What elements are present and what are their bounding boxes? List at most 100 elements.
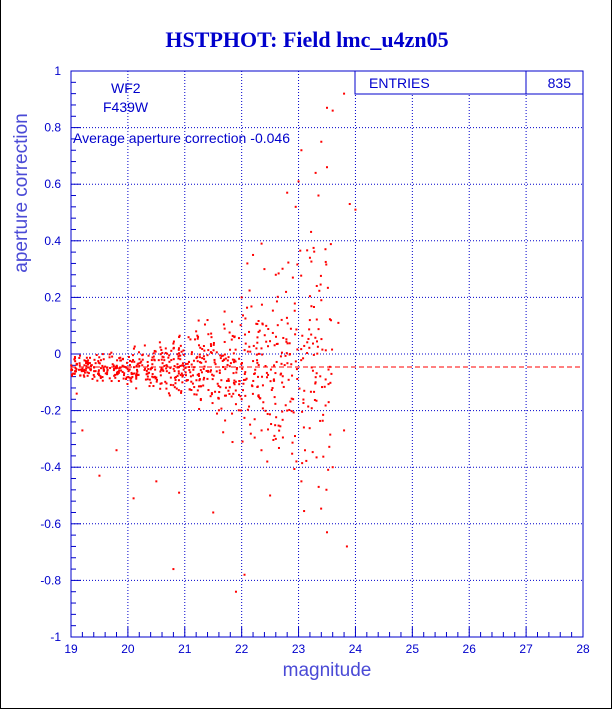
data-point — [271, 331, 274, 334]
data-point — [298, 387, 301, 390]
data-point — [286, 342, 289, 345]
data-point — [146, 360, 149, 363]
data-point — [251, 392, 254, 395]
data-point — [144, 378, 147, 381]
data-point — [70, 364, 73, 367]
data-point — [151, 375, 154, 378]
data-point — [302, 398, 305, 401]
data-point — [252, 344, 255, 347]
data-point — [293, 467, 296, 470]
data-point — [302, 401, 305, 404]
data-point — [234, 403, 237, 406]
data-point — [198, 407, 201, 410]
data-point — [337, 321, 340, 324]
data-point — [300, 274, 303, 277]
data-point — [261, 384, 264, 387]
data-point — [89, 368, 92, 371]
data-point — [259, 397, 262, 400]
data-point — [151, 356, 154, 359]
data-point — [153, 375, 156, 378]
data-point — [202, 384, 205, 387]
data-point — [266, 412, 269, 415]
data-point — [307, 337, 310, 340]
data-point — [197, 385, 200, 388]
data-point — [220, 407, 223, 410]
data-point — [218, 391, 221, 394]
data-point — [80, 370, 83, 373]
data-point — [108, 377, 111, 380]
data-point — [209, 395, 212, 398]
data-point — [73, 358, 76, 361]
data-point — [230, 320, 233, 323]
data-point — [307, 405, 310, 408]
data-point — [115, 449, 118, 452]
data-point — [249, 432, 252, 435]
data-point — [190, 389, 193, 392]
data-point — [121, 357, 124, 360]
data-point — [261, 353, 264, 356]
data-point — [101, 353, 104, 356]
data-point — [282, 385, 285, 388]
data-point — [326, 286, 329, 289]
data-point — [172, 384, 175, 387]
data-point — [87, 359, 90, 362]
data-point — [244, 317, 247, 320]
data-point — [269, 380, 272, 383]
data-point — [315, 399, 318, 402]
data-point — [237, 393, 240, 396]
data-point — [234, 380, 237, 383]
data-point — [177, 366, 180, 369]
data-point — [303, 344, 306, 347]
data-point — [251, 385, 254, 388]
data-point — [88, 356, 91, 359]
data-point — [283, 364, 286, 367]
data-point — [270, 423, 273, 426]
data-point — [257, 330, 260, 333]
data-point — [314, 382, 317, 385]
data-point — [133, 345, 136, 348]
data-point — [281, 381, 284, 384]
data-point — [179, 344, 182, 347]
data-point — [294, 333, 297, 336]
data-point — [170, 359, 173, 362]
data-point — [321, 419, 324, 422]
data-point — [199, 369, 202, 372]
data-point — [216, 412, 219, 415]
data-point — [323, 385, 326, 388]
data-point — [210, 352, 213, 355]
data-point — [330, 372, 333, 375]
data-point — [234, 590, 237, 593]
y-tick-label: -0.2 — [40, 404, 61, 418]
data-point — [132, 347, 135, 350]
data-point — [239, 395, 242, 398]
data-point — [330, 319, 333, 322]
data-point — [147, 354, 150, 357]
data-point — [176, 363, 179, 366]
data-point — [299, 249, 302, 252]
data-point — [151, 363, 154, 366]
data-point — [284, 404, 287, 407]
data-point — [203, 323, 206, 326]
data-point — [187, 336, 190, 339]
data-point — [168, 394, 171, 397]
data-point — [267, 328, 270, 331]
data-point — [118, 369, 121, 372]
data-point — [245, 377, 248, 380]
data-point — [172, 568, 175, 571]
data-point — [286, 362, 289, 365]
data-point — [115, 373, 118, 376]
data-point — [232, 381, 235, 384]
data-point — [316, 345, 319, 348]
data-point — [227, 389, 230, 392]
data-point — [319, 375, 322, 378]
data-point — [242, 382, 245, 385]
data-point — [106, 366, 109, 369]
data-point — [160, 348, 163, 351]
data-point — [327, 401, 330, 404]
data-point — [146, 378, 149, 381]
data-point — [305, 459, 308, 462]
data-point — [98, 356, 101, 359]
data-point — [310, 407, 313, 410]
data-point — [312, 353, 315, 356]
data-point — [291, 374, 294, 377]
